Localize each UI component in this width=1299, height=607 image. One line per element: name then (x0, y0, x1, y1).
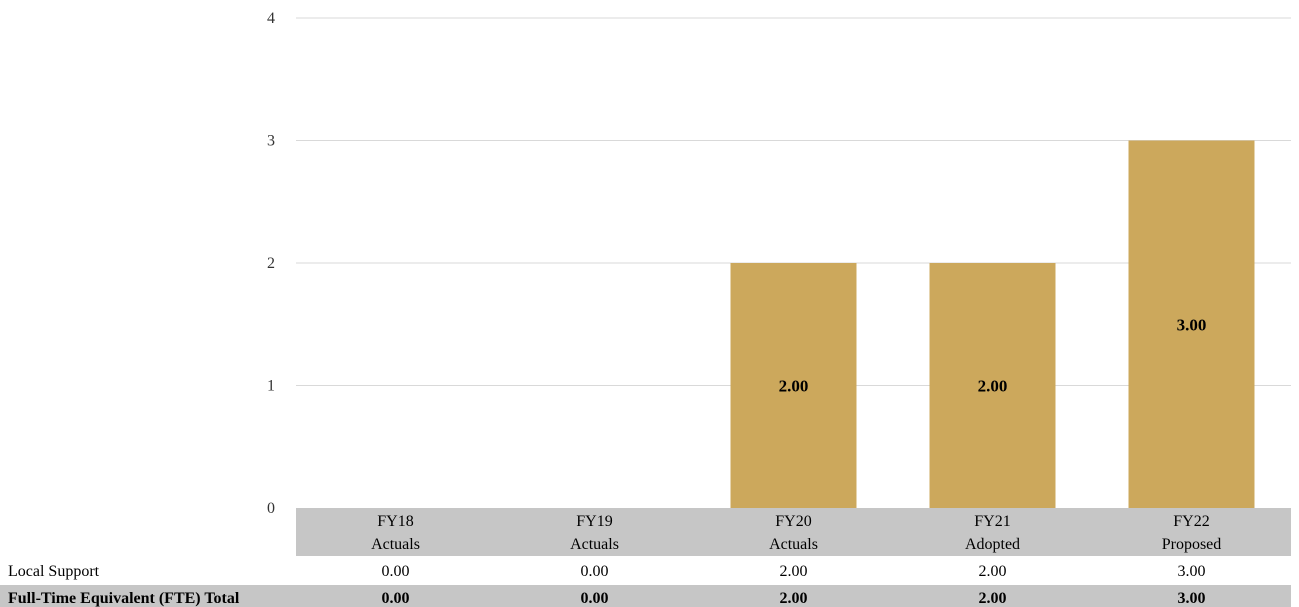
category-label-line2: Proposed (1162, 536, 1222, 553)
total-cell: 3.00 (1178, 590, 1206, 607)
category-band (296, 508, 1291, 556)
bar-data-label: 3.00 (1177, 315, 1207, 334)
y-tick-label: 2 (267, 255, 275, 272)
total-row-band (0, 585, 1291, 607)
bar-data-label: 2.00 (779, 377, 809, 396)
y-axis-ticks: 0 1 2 3 4 (267, 10, 275, 517)
category-axis: FY18 Actuals FY19 Actuals FY20 Actuals FY21 Ado… (296, 508, 1291, 556)
y-tick-label: 1 (267, 378, 275, 395)
data-table: Local Support 0.00 0.00 2.00 2.00 3.00 Full-Ti… (0, 563, 1291, 607)
category-label-line1: FY18 (377, 513, 413, 530)
table-cell: 2.00 (780, 563, 808, 580)
bar-data-label: 2.00 (978, 377, 1008, 396)
category-label-line2: Actuals (371, 536, 420, 553)
table-cell: 2.00 (979, 563, 1007, 580)
table-row-label: Local Support (8, 563, 100, 580)
bar (929, 263, 1056, 508)
total-row-label: Full-Time Equivalent (FTE) Total (8, 590, 240, 607)
category-label-line2: Actuals (769, 536, 818, 553)
y-tick-label: 0 (267, 500, 275, 517)
total-cell: 0.00 (382, 590, 410, 607)
y-tick-label: 4 (267, 10, 275, 27)
category-label-line1: FY22 (1173, 513, 1209, 530)
table-cell: 3.00 (1178, 563, 1206, 580)
bar (1128, 140, 1255, 508)
bar (730, 263, 857, 508)
bars: 2.00 2.00 3.00 (730, 140, 1255, 508)
category-label-line1: FY20 (775, 513, 811, 530)
table-cell: 0.00 (581, 563, 609, 580)
category-label-line1: FY21 (974, 513, 1010, 530)
category-label-line2: Actuals (570, 536, 619, 553)
category-label-line2: Adopted (965, 536, 1020, 553)
total-cell: 2.00 (780, 590, 808, 607)
y-tick-label: 3 (267, 133, 275, 150)
total-cell: 0.00 (581, 590, 609, 607)
table-cell: 0.00 (382, 563, 410, 580)
category-label-line1: FY19 (576, 513, 612, 530)
total-cell: 2.00 (979, 590, 1007, 607)
